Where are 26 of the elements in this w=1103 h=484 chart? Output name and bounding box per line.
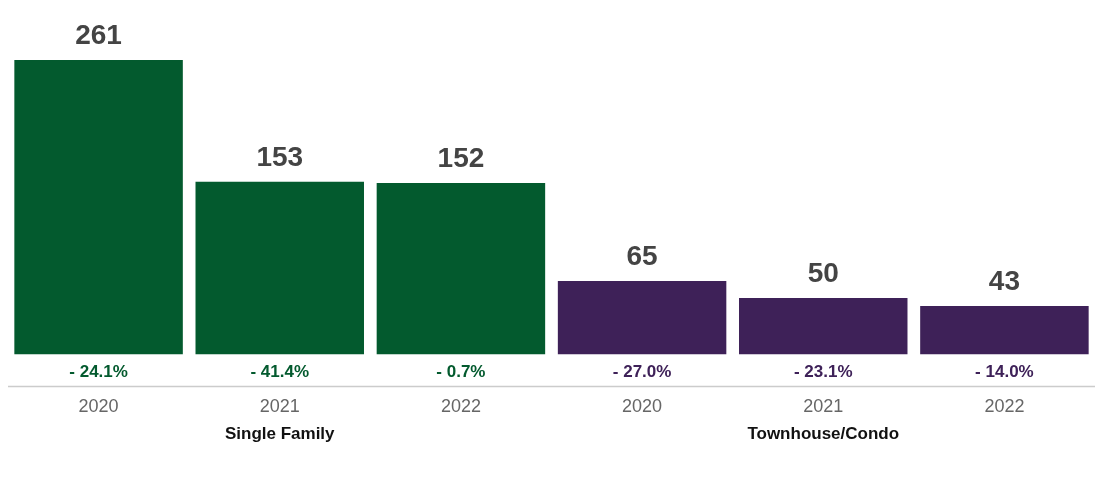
bar	[195, 181, 364, 355]
data-label: 152	[437, 141, 485, 173]
text: - 24.1%	[69, 362, 128, 382]
x-tick-label: 2020	[78, 396, 119, 417]
data-label: 153	[256, 140, 304, 172]
text: - 23.1%	[793, 362, 853, 382]
data-label: 261	[75, 18, 122, 50]
data-label: 50	[807, 256, 839, 288]
bar	[14, 59, 183, 355]
x-tick-label: 2022	[984, 396, 1025, 417]
text: Single Family	[224, 424, 336, 444]
text: - 0.7%	[436, 362, 486, 382]
x-tick-label: 2021	[259, 396, 300, 417]
data-label: 65	[626, 239, 658, 271]
text: - 27.0%	[612, 362, 672, 382]
text: - 14.0%	[975, 362, 1034, 382]
x-tick-label: 2022	[440, 396, 481, 417]
data-label: 43	[988, 264, 1020, 296]
bar	[739, 298, 908, 355]
bar	[376, 182, 546, 355]
x-tick-label: 2020	[622, 396, 663, 417]
text: Townhouse/Condo	[747, 424, 900, 444]
x-tick-label: 2021	[803, 396, 844, 417]
bar	[557, 281, 727, 355]
bar	[920, 305, 1089, 355]
text: - 41.4%	[250, 362, 310, 382]
